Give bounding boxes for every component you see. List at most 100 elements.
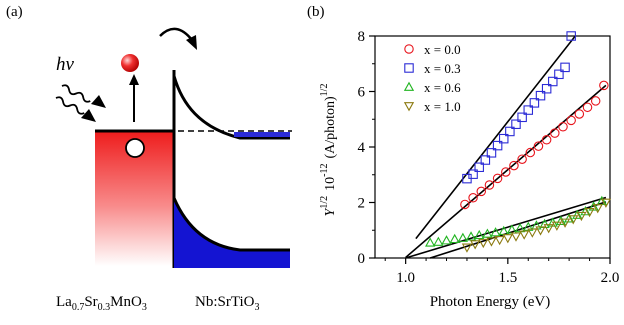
data-point-s1 [517, 112, 527, 123]
photon-arrowhead-2 [91, 95, 106, 108]
data-point-s3 [510, 232, 522, 242]
sto-conduction-band [172, 75, 290, 140]
data-point-s0 [492, 173, 503, 184]
panel-a: (a) hv La0.7Sr0.3MnO3 Nb:SrTiO3 [6, 4, 292, 313]
data-point-s3 [527, 228, 538, 238]
data-point-s0 [468, 193, 478, 203]
sto-valence-band [172, 197, 290, 252]
photon-energy-label: hv [56, 54, 75, 75]
data-point-s3 [543, 224, 554, 234]
data-point-s2 [441, 235, 452, 245]
photon-wave-1 [55, 96, 85, 115]
data-point-s3 [559, 218, 571, 228]
x-axis-ticks: 1.0 1.5 2.0 [384, 258, 620, 286]
data-point-s2 [465, 231, 477, 241]
data-point-s1 [480, 155, 491, 165]
data-point-s1 [474, 162, 484, 173]
legend-marker-3 [403, 102, 415, 112]
x-tick-label: 2.0 [601, 270, 620, 286]
panel-b: (b) 1.0 1.5 2.0 0 2 4 6 8 Photon Energy (eV) Y… [307, 4, 619, 310]
data-point-s0 [484, 180, 495, 190]
y-tick-label: 8 [358, 29, 366, 45]
data-point-s0 [533, 141, 544, 151]
data-point-s3 [568, 215, 579, 225]
data-point-s1 [492, 140, 503, 151]
data-markers [425, 31, 612, 253]
data-point-s3 [576, 211, 587, 222]
data-point-s2 [425, 237, 436, 247]
data-point-s3 [519, 230, 530, 240]
data-point-s3 [486, 237, 497, 247]
data-point-s3 [478, 238, 489, 249]
data-point-s0 [558, 121, 568, 132]
sto-valence-fill [174, 198, 290, 268]
data-point-s0 [501, 167, 511, 177]
legend: x = 0.0 x = 0.3 x = 0.6 x = 1.0 [403, 42, 461, 114]
plot-frame [374, 35, 611, 259]
y-axis-label: Y1/210-12(A/photon)1/2 [319, 84, 338, 217]
fit-line-0 [405, 84, 607, 259]
data-point-s3 [535, 226, 546, 236]
fit-line-2 [405, 196, 607, 259]
data-point-s0 [509, 160, 519, 171]
data-point-s1 [554, 69, 564, 80]
data-point-s1 [566, 31, 576, 41]
data-point-s2 [588, 201, 599, 211]
data-point-s0 [460, 199, 470, 210]
data-point-s2 [490, 227, 501, 237]
sto-electron-fill [234, 132, 290, 137]
transfer-arrowhead [186, 35, 197, 50]
hole-circle [125, 138, 145, 158]
legend-label-2: x = 0.6 [424, 80, 461, 95]
data-point-s0 [582, 102, 593, 113]
data-point-s1 [468, 169, 478, 179]
data-point-s0 [599, 80, 609, 91]
data-point-s1 [535, 90, 546, 101]
x-axis-label: Photon Energy (eV) [430, 294, 551, 310]
data-point-s3 [469, 240, 481, 250]
data-point-s3 [592, 204, 603, 214]
data-point-s3 [461, 243, 473, 253]
data-point-s1 [548, 76, 558, 87]
data-point-s1 [529, 98, 540, 108]
data-point-s3 [551, 221, 563, 231]
data-point-s0 [476, 186, 487, 197]
data-point-s2 [449, 233, 460, 244]
data-point-s3 [494, 236, 505, 246]
legend-marker-0 [404, 44, 414, 54]
data-point-s0 [550, 128, 560, 138]
sto-label: Nb:SrTiO3 [195, 294, 259, 313]
data-point-s0 [517, 154, 527, 164]
lsmo-label: La0.7Sr0.3MnO3 [56, 294, 147, 313]
legend-label-3: x = 1.0 [424, 99, 461, 114]
y-tick-label: 0 [358, 251, 366, 267]
legend-label-0: x = 0.0 [424, 42, 461, 57]
transfer-curved-arrow [159, 27, 193, 41]
data-point-s0 [574, 109, 585, 119]
x-tick-label: 1.5 [498, 270, 517, 286]
data-point-s0 [566, 115, 576, 126]
data-point-s1 [560, 62, 570, 73]
y-tick-label: 2 [358, 196, 366, 212]
panel-a-label: (a) [6, 4, 23, 20]
data-point-s3 [600, 198, 612, 208]
data-point-s1 [541, 83, 552, 94]
data-point-s0 [541, 135, 552, 145]
legend-label-1: x = 0.3 [424, 61, 461, 76]
data-point-s2 [457, 232, 469, 242]
data-point-s1 [498, 133, 509, 144]
data-point-s2 [482, 228, 493, 238]
data-point-s1 [486, 148, 497, 158]
data-point-s3 [584, 208, 595, 218]
legend-marker-2 [403, 81, 415, 91]
panel-b-label: (b) [307, 4, 325, 20]
data-point-s2 [555, 215, 567, 226]
legend-marker-1 [404, 63, 414, 73]
emitted-electron [121, 54, 139, 72]
data-point-s2 [572, 209, 583, 219]
data-point-s2 [580, 206, 591, 216]
emission-arrowhead [129, 74, 139, 85]
fit-line-1 [415, 35, 576, 240]
data-point-s1 [523, 105, 534, 115]
